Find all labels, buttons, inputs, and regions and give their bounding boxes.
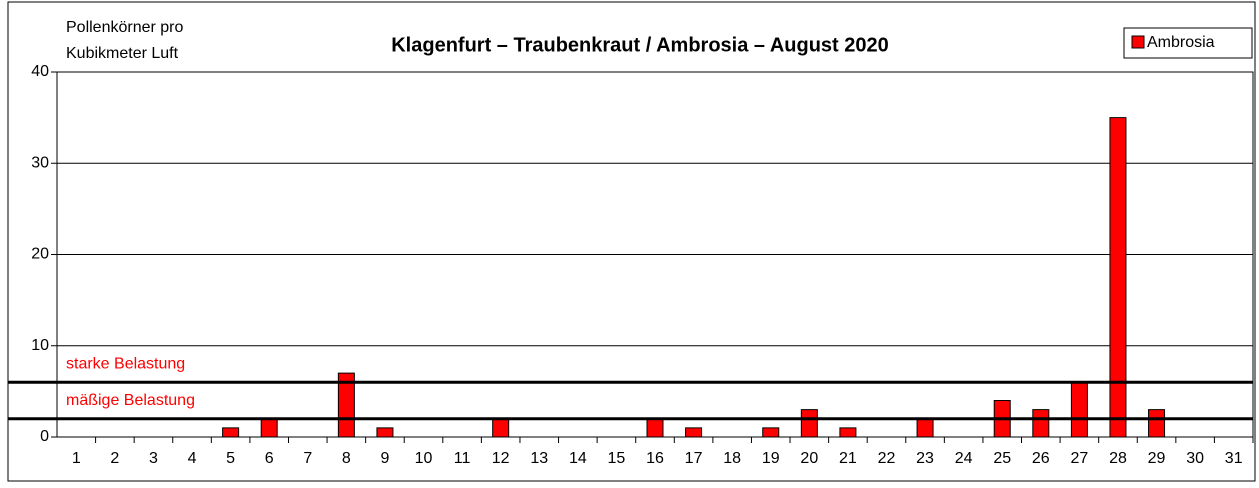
x-tick-label: 19: [762, 450, 780, 467]
x-tick-label: 25: [993, 450, 1011, 467]
x-tick-label: 8: [342, 450, 351, 467]
x-tick-label: 30: [1186, 450, 1204, 467]
bar: [800, 409, 818, 438]
x-tick-label: 4: [188, 450, 197, 467]
threshold-label: starke Belastung: [66, 355, 185, 372]
bar: [1148, 409, 1166, 438]
x-tick-label: 26: [1032, 450, 1050, 467]
x-tick-label: 15: [608, 450, 626, 467]
x-tick-label: 12: [492, 450, 510, 467]
chart-border: [7, 1, 1256, 482]
x-tick-label: 7: [303, 450, 312, 467]
y-tick-label: 30: [31, 154, 49, 171]
x-tick-label: 9: [380, 450, 389, 467]
x-tick-label: 16: [646, 450, 664, 467]
x-tick-label: 22: [878, 450, 896, 467]
bar: [260, 418, 278, 438]
x-tick-label: 21: [839, 450, 857, 467]
y-tick-label: 0: [40, 428, 49, 445]
x-tick-label: 28: [1109, 450, 1127, 467]
bar: [1032, 409, 1050, 438]
bar: [916, 418, 934, 438]
bar: [337, 372, 355, 438]
x-tick-label: 18: [723, 450, 741, 467]
x-tick-label: 17: [685, 450, 703, 467]
x-tick-label: 2: [110, 450, 119, 467]
bar: [492, 418, 510, 438]
x-tick-label: 3: [149, 450, 158, 467]
x-tick-label: 13: [530, 450, 548, 467]
bar: [1109, 117, 1127, 438]
x-tick-label: 10: [415, 450, 433, 467]
y-axis-label: Pollenkörner pro: [66, 19, 184, 36]
y-tick-label: 20: [31, 246, 49, 263]
bar: [646, 418, 664, 438]
y-tick-label: 40: [31, 63, 49, 80]
bar: [762, 427, 780, 438]
bar: [222, 427, 240, 438]
bar: [376, 427, 394, 438]
x-tick-label: 11: [454, 450, 471, 467]
bar: [1070, 381, 1088, 438]
x-tick-label: 24: [955, 450, 973, 467]
x-tick-label: 31: [1225, 450, 1243, 467]
x-tick-label: 27: [1070, 450, 1088, 467]
x-tick-label: 6: [265, 450, 274, 467]
threshold-label: mäßige Belastung: [66, 392, 195, 409]
bar: [685, 427, 703, 438]
x-tick-label: 14: [569, 450, 587, 467]
x-tick-label: 5: [226, 450, 235, 467]
y-axis-label: Kubikmeter Luft: [66, 45, 179, 62]
chart-title: Klagenfurt – Traubenkraut / Ambrosia – A…: [391, 34, 889, 56]
legend-swatch: [1131, 35, 1145, 49]
x-tick-label: 20: [800, 450, 818, 467]
legend-label: Ambrosia: [1147, 34, 1215, 51]
x-tick-label: 1: [72, 450, 81, 467]
x-tick-label: 23: [916, 450, 934, 467]
bar: [839, 427, 857, 438]
y-tick-label: 10: [31, 337, 49, 354]
x-tick-label: 29: [1148, 450, 1166, 467]
legend: [1123, 27, 1253, 59]
